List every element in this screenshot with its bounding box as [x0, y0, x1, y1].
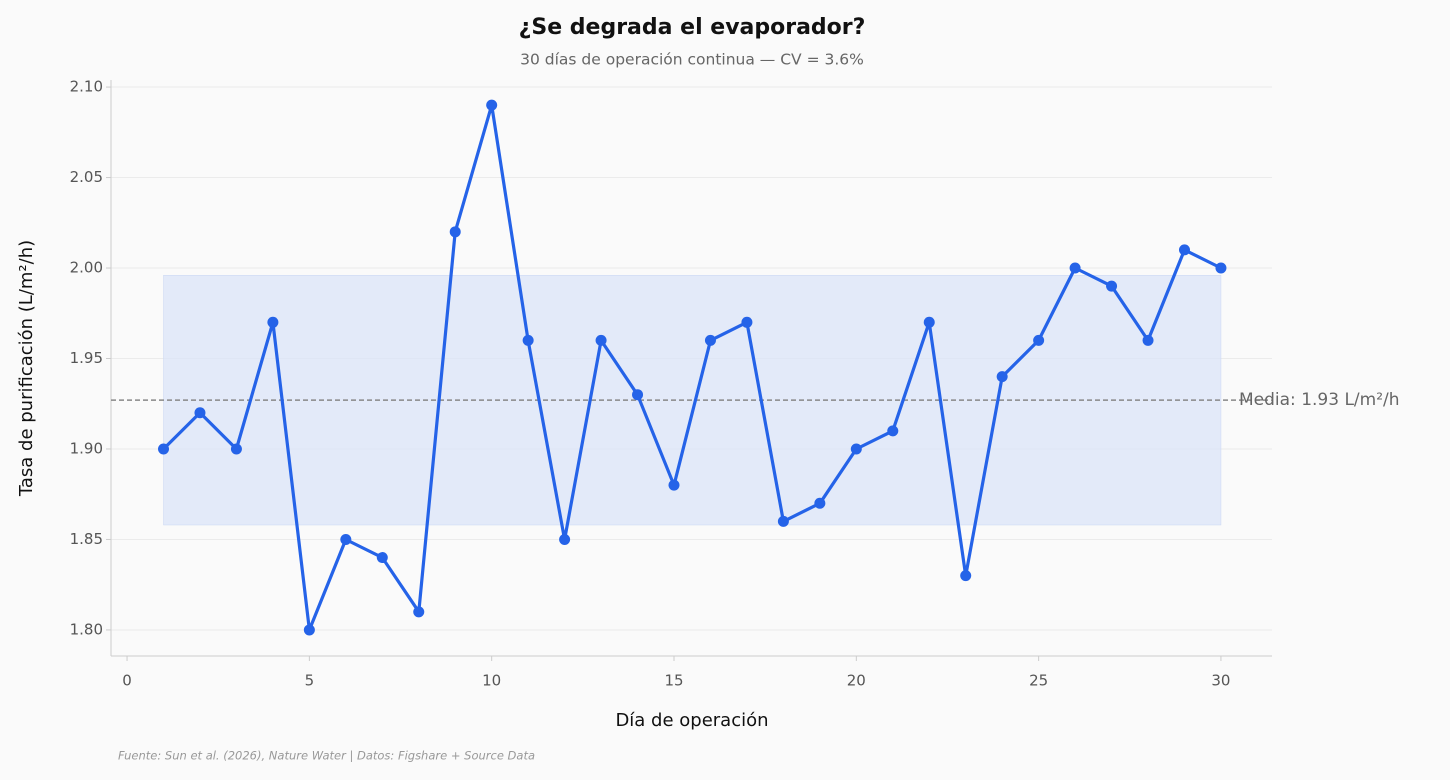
data-point [1142, 334, 1154, 346]
data-point [303, 624, 315, 636]
source-note: Fuente: Sun et al. (2026), Nature Water … [118, 749, 535, 763]
data-point [850, 443, 862, 455]
data-point [340, 533, 352, 545]
data-point [158, 443, 170, 455]
data-point [267, 316, 279, 328]
y-tick-label: 1.80 [70, 620, 103, 638]
mean-label: Media: 1.93 L/m²/h [1239, 390, 1400, 410]
data-point [194, 407, 206, 419]
data-point [486, 99, 498, 111]
data-point [1215, 262, 1227, 274]
data-point [559, 533, 571, 545]
data-point [741, 316, 753, 328]
data-point [668, 479, 680, 491]
data-point [814, 497, 826, 509]
data-point [595, 334, 607, 346]
y-tick-label: 1.95 [70, 349, 103, 367]
data-point [632, 389, 644, 401]
data-point [1033, 334, 1045, 346]
x-tick-label: 25 [1029, 672, 1048, 690]
data-point [1069, 262, 1081, 274]
y-tick-label: 2.10 [70, 78, 103, 96]
chart-title: ¿Se degrada el evaporador? [519, 15, 866, 40]
y-tick-label: 2.00 [70, 259, 103, 277]
chart-subtitle: 30 días de operación continua — CV = 3.6… [520, 51, 864, 69]
data-point [777, 515, 789, 527]
x-tick-label: 30 [1211, 672, 1230, 690]
data-point [376, 552, 388, 564]
data-point [449, 226, 461, 238]
x-axis-label: Día de operación [615, 710, 768, 731]
y-tick-label: 2.05 [70, 168, 103, 186]
x-tick-label: 20 [847, 672, 866, 690]
data-point [887, 425, 899, 437]
data-line [162, 103, 1222, 632]
y-axis-label: Tasa de purificación (L/m²/h) [16, 240, 37, 497]
x-tick-label: 5 [305, 672, 315, 690]
data-point [960, 570, 972, 582]
data-point [923, 316, 935, 328]
x-tick-label: 0 [122, 672, 132, 690]
y-tick-label: 1.85 [70, 530, 103, 548]
data-point [413, 606, 425, 618]
data-point [522, 334, 534, 346]
x-tick-label: 15 [664, 672, 683, 690]
data-point [230, 443, 242, 455]
y-tick-label: 1.90 [70, 439, 103, 457]
data-point [1106, 280, 1118, 292]
data-point [996, 371, 1008, 383]
x-tick-label: 10 [482, 672, 501, 690]
data-point [1178, 244, 1190, 256]
data-point [704, 334, 716, 346]
